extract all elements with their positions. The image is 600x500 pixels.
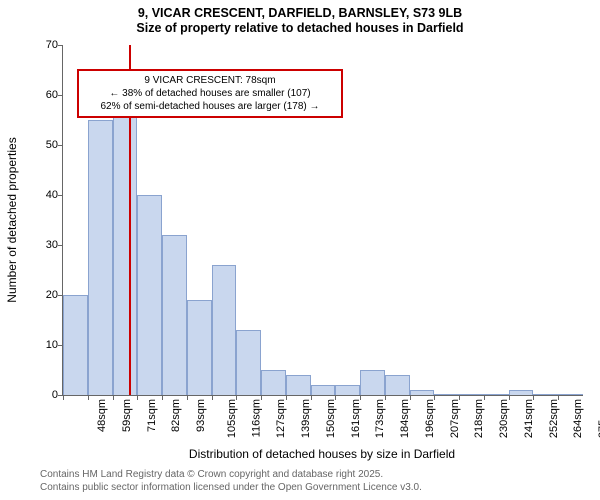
histogram-bar [360,370,385,395]
x-tick-label: 184sqm [399,399,411,438]
x-tick [113,395,114,400]
x-tick [484,395,485,400]
histogram-bar [533,394,558,395]
x-tick [63,395,64,400]
footer-attribution: Contains HM Land Registry data © Crown c… [40,468,422,494]
x-tick [137,395,138,400]
x-tick [261,395,262,400]
x-tick [410,395,411,400]
x-tick-label: 264sqm [573,399,585,438]
annotation-line-3: 62% of semi-detached houses are larger (… [85,100,335,113]
y-axis-label: Number of detached properties [5,137,19,302]
x-tick-label: 139sqm [300,399,312,438]
histogram-bar [113,110,138,395]
histogram-bar [212,265,237,395]
histogram-bar [385,375,410,395]
x-tick-label: 196sqm [424,399,436,438]
x-tick [558,395,559,400]
annotation-line-2: ← 38% of detached houses are smaller (10… [85,87,335,100]
x-tick [286,395,287,400]
x-tick-label: 207sqm [449,399,461,438]
x-tick-label: 105sqm [226,399,238,438]
title-line-1: 9, VICAR CRESCENT, DARFIELD, BARNSLEY, S… [0,6,600,21]
y-tick [58,145,63,146]
x-tick [187,395,188,400]
x-tick [212,395,213,400]
histogram-bar [137,195,162,395]
histogram-bar [88,120,113,395]
y-tick [58,245,63,246]
x-tick-label: 161sqm [350,399,362,438]
x-tick [162,395,163,400]
x-tick-label: 127sqm [275,399,287,438]
x-tick-label: 82sqm [170,399,182,432]
histogram-bar [311,385,336,395]
x-axis-label: Distribution of detached houses by size … [189,447,455,461]
histogram-bar [236,330,261,395]
histogram-bar [162,235,187,395]
x-tick-label: 173sqm [375,399,387,438]
x-tick-label: 93sqm [195,399,207,432]
histogram-bar [63,295,88,395]
plot-area: 01020304050607048sqm59sqm71sqm82sqm93sqm… [62,45,583,396]
x-tick-label: 218sqm [474,399,486,438]
chart-title-block: 9, VICAR CRESCENT, DARFIELD, BARNSLEY, S… [0,0,600,36]
x-tick-label: 150sqm [325,399,337,438]
histogram-bar [484,394,509,395]
histogram-bar [286,375,311,395]
histogram-bar [459,394,484,395]
title-line-2: Size of property relative to detached ho… [0,21,600,36]
x-tick-label: 71sqm [146,399,158,432]
x-tick [434,395,435,400]
x-tick-label: 230sqm [498,399,510,438]
x-tick-label: 241sqm [523,399,535,438]
x-tick-label: 252sqm [548,399,560,438]
x-tick [533,395,534,400]
y-tick [58,95,63,96]
histogram-bar [509,390,534,395]
histogram-bar [558,394,583,395]
histogram-bar [335,385,360,395]
x-tick [88,395,89,400]
y-tick [58,195,63,196]
histogram-bar [434,394,459,395]
histogram-bar [187,300,212,395]
x-tick-label: 59sqm [121,399,133,432]
footer-line-1: Contains HM Land Registry data © Crown c… [40,468,422,481]
x-tick [335,395,336,400]
histogram-bar [261,370,286,395]
annotation-line-1: 9 VICAR CRESCENT: 78sqm [85,74,335,87]
annotation-box: 9 VICAR CRESCENT: 78sqm← 38% of detached… [77,69,343,118]
chart-container: 9, VICAR CRESCENT, DARFIELD, BARNSLEY, S… [0,0,600,500]
x-tick [459,395,460,400]
footer-line-2: Contains public sector information licen… [40,481,422,494]
histogram-bar [410,390,435,395]
x-tick-label: 116sqm [250,399,262,437]
x-tick [236,395,237,400]
y-tick [58,45,63,46]
x-tick [360,395,361,400]
x-tick [509,395,510,400]
x-tick [311,395,312,400]
x-tick [385,395,386,400]
x-tick-label: 48sqm [96,399,108,432]
